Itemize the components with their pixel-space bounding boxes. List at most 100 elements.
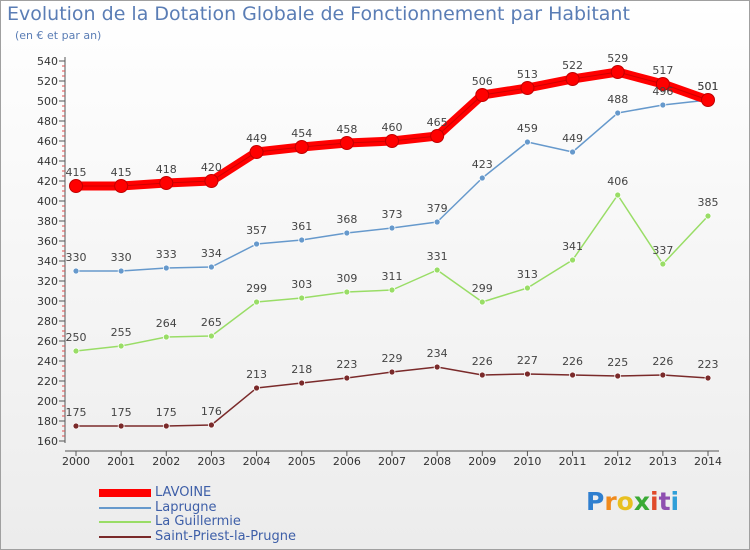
x-tick-label: 2006 — [333, 455, 361, 468]
axes: 160 180 200 220 240 260 280 300 320 340 360 380 400 4… — [37, 55, 722, 468]
data-label-saint-priest-la-prugne: 226 — [562, 355, 583, 368]
legend-swatch — [99, 521, 151, 523]
data-label-la-guillermie: 265 — [201, 316, 222, 329]
data-point-lavoine — [655, 77, 670, 91]
data-point-la-guillermie — [343, 288, 351, 296]
data-point-saint-priest-la-prugne — [343, 374, 351, 382]
y-tick-label: 300 — [37, 295, 58, 308]
data-point-laprugne — [162, 264, 170, 272]
data-label-saint-priest-la-prugne: 226 — [652, 355, 673, 368]
data-label-lavoine: 449 — [246, 132, 267, 145]
y-tick-label: 380 — [37, 215, 58, 228]
data-label-saint-priest-la-prugne: 175 — [156, 406, 177, 419]
y-tick-label: 420 — [37, 175, 58, 188]
data-label-laprugne: 330 — [66, 251, 87, 264]
data-point-la-guillermie — [659, 260, 667, 268]
data-point-laprugne — [524, 138, 531, 146]
data-label-laprugne: 330 — [111, 251, 132, 264]
data-point-lavoine — [430, 129, 445, 143]
data-label-lavoine: 506 — [472, 75, 493, 88]
data-label-la-guillermie: 313 — [517, 268, 538, 281]
chart-subtitle: (en € et par an) — [15, 29, 102, 42]
data-label-laprugne: 357 — [246, 224, 267, 237]
data-point-lavoine — [114, 179, 129, 193]
data-label-la-guillermie: 299 — [472, 282, 493, 295]
data-label-saint-priest-la-prugne: 229 — [382, 352, 403, 365]
x-tick-label: 2007 — [378, 455, 406, 468]
data-label-la-guillermie: 337 — [652, 244, 673, 257]
data-point-la-guillermie — [72, 347, 80, 355]
data-point-laprugne — [343, 229, 351, 237]
data-label-laprugne: 361 — [291, 220, 312, 233]
data-point-lavoine — [294, 140, 309, 154]
data-label-laprugne: 449 — [562, 132, 583, 145]
y-tick-label: 340 — [37, 255, 58, 268]
data-label-lavoine: 458 — [336, 123, 357, 136]
y-tick-label: 240 — [37, 355, 58, 368]
data-label-saint-priest-la-prugne: 234 — [427, 347, 448, 360]
proxiti-logo: Proxiti — [586, 487, 679, 516]
data-point-laprugne — [614, 109, 622, 117]
data-point-lavoine — [475, 88, 490, 102]
y-tick-label: 320 — [37, 275, 58, 288]
data-label-laprugne: 423 — [472, 158, 493, 171]
data-label-saint-priest-la-prugne: 175 — [111, 406, 132, 419]
x-tick-label: 2012 — [604, 455, 632, 468]
chart-title: Evolution de la Dotation Globale de Fonc… — [7, 3, 630, 25]
data-point-la-guillermie — [433, 266, 441, 274]
data-label-laprugne: 334 — [201, 247, 222, 260]
data-label-lavoine: 513 — [517, 68, 538, 81]
data-point-saint-priest-la-prugne — [208, 421, 215, 429]
data-point-la-guillermie — [704, 212, 712, 220]
data-label-laprugne: 501 — [698, 80, 719, 93]
data-point-la-guillermie — [298, 294, 306, 302]
data-point-la-guillermie — [117, 342, 125, 350]
legend-label: Saint-Priest-la-Prugne — [155, 528, 296, 544]
data-point-laprugne — [388, 224, 396, 232]
data-label-lavoine: 460 — [382, 121, 403, 134]
data-point-laprugne — [72, 267, 80, 275]
y-tick-label: 500 — [37, 95, 58, 108]
series-lines — [69, 65, 715, 430]
data-label-la-guillermie: 299 — [246, 282, 267, 295]
data-label-lavoine: 454 — [291, 127, 312, 140]
logo-letter: o — [616, 487, 634, 516]
y-tick-label: 520 — [37, 75, 58, 88]
x-tick-label: 2013 — [649, 455, 677, 468]
data-point-la-guillermie — [478, 298, 486, 306]
data-point-saint-priest-la-prugne — [298, 379, 306, 387]
data-labels: 330 330 333 334 357 361 368 373 379 423 459 449 488 4… — [66, 52, 719, 419]
data-point-laprugne — [659, 101, 667, 109]
data-label-la-guillermie: 250 — [66, 331, 87, 344]
y-tick-label: 220 — [37, 375, 58, 388]
data-point-saint-priest-la-prugne — [614, 372, 622, 380]
x-tick-label: 2009 — [468, 455, 496, 468]
legend-swatch — [99, 506, 151, 509]
data-label-saint-priest-la-prugne: 225 — [607, 356, 628, 369]
data-point-lavoine — [204, 174, 219, 188]
data-point-la-guillermie — [614, 191, 622, 199]
data-label-lavoine: 522 — [562, 59, 583, 72]
x-tick-label: 2004 — [243, 455, 271, 468]
data-label-saint-priest-la-prugne: 176 — [201, 405, 222, 418]
data-label-lavoine: 529 — [607, 52, 628, 65]
data-label-laprugne: 368 — [336, 213, 357, 226]
data-point-saint-priest-la-prugne — [253, 384, 260, 392]
data-point-saint-priest-la-prugne — [388, 368, 396, 376]
logo-letter: P — [586, 487, 605, 516]
data-point-la-guillermie — [524, 284, 531, 292]
data-label-saint-priest-la-prugne: 223 — [698, 358, 719, 371]
data-label-laprugne: 333 — [156, 248, 177, 261]
data-point-laprugne — [569, 148, 576, 156]
y-tick-label: 360 — [37, 235, 58, 248]
data-point-laprugne — [117, 267, 125, 275]
data-label-la-guillermie: 341 — [562, 240, 583, 253]
logo-letter: x — [633, 487, 650, 516]
logo-letter: i — [650, 487, 659, 516]
data-label-la-guillermie: 309 — [336, 272, 357, 285]
data-point-saint-priest-la-prugne — [433, 363, 441, 371]
data-point-laprugne — [433, 218, 441, 226]
x-tick-label: 2001 — [107, 455, 135, 468]
data-point-lavoine — [610, 65, 625, 79]
